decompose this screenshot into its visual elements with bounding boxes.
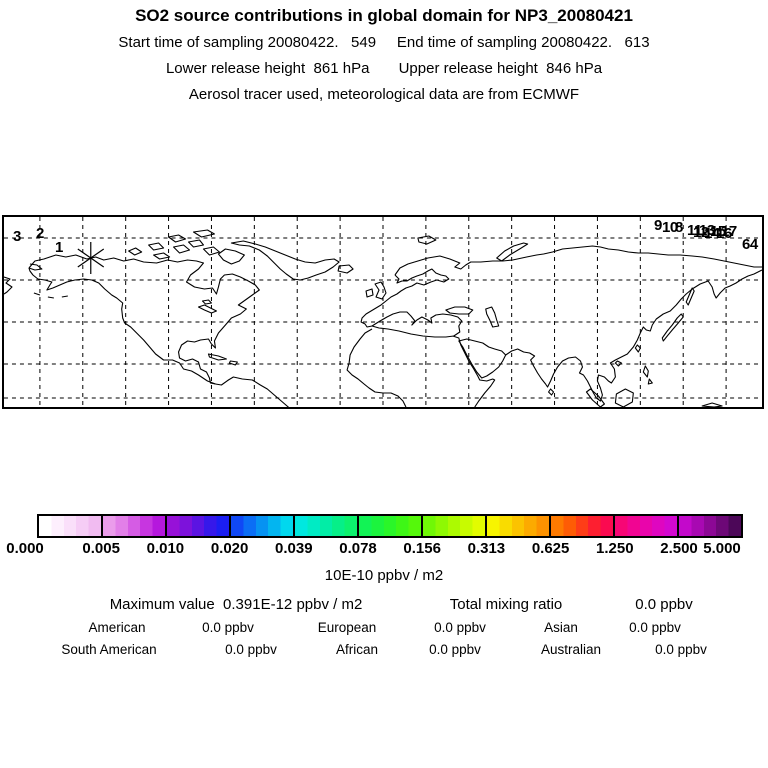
colorbar-tick-label: 0.000 bbox=[6, 540, 44, 557]
colorbar-segment bbox=[551, 516, 615, 536]
colorbar-tick-label: 0.010 bbox=[146, 540, 185, 557]
colorbar-segment bbox=[231, 516, 295, 536]
world-map-coastlines bbox=[4, 229, 762, 407]
colorbar-segment bbox=[359, 516, 423, 536]
trajectory-hour-label: 12 bbox=[693, 224, 709, 241]
graticule-gridlines bbox=[4, 217, 762, 407]
stat-text: European bbox=[317, 620, 377, 635]
colorbar-segment bbox=[295, 516, 359, 536]
sampling-time-line: Start time of sampling 20080422. 549 End… bbox=[118, 34, 650, 51]
trajectory-hour-label: 3 bbox=[13, 228, 21, 245]
stat-text: African bbox=[335, 642, 379, 657]
stat-text: Australian bbox=[540, 642, 602, 657]
trajectory-hour-label: 64 bbox=[742, 236, 758, 253]
colorbar-tick-label: 0.156 bbox=[403, 540, 441, 557]
colorbar-tick-label: 0.313 bbox=[467, 540, 506, 557]
world-map-svg bbox=[4, 217, 762, 407]
colorbar-segment bbox=[39, 516, 103, 536]
trajectory-hour-label: 17 bbox=[721, 223, 737, 240]
release-height-line: Lower release height 861 hPa Upper relea… bbox=[165, 60, 603, 77]
colorbar-units-label: 10E-10 ppbv / m2 bbox=[324, 567, 444, 584]
colorbar-tick-label: 0.078 bbox=[339, 540, 377, 557]
world-map-panel: 3 2 1 9 10 8 11 12 13 14 15 16 17 64 bbox=[2, 215, 764, 409]
colorbar-segment bbox=[487, 516, 551, 536]
trajectory-hour-label: 14 bbox=[704, 225, 720, 242]
trajectory-hour-label: 2 bbox=[36, 225, 44, 242]
release-point-marker bbox=[77, 242, 105, 274]
colorbar-segment bbox=[103, 516, 167, 536]
stat-text: Total mixing ratio bbox=[449, 596, 563, 613]
colorbar-segment bbox=[423, 516, 487, 536]
stat-text: 0.0 ppbv bbox=[635, 596, 693, 613]
colorbar-tick-label: 0.625 bbox=[531, 540, 570, 557]
stat-text: 0.0 ppbv bbox=[202, 620, 254, 635]
stat-text: 0.0 ppbv bbox=[225, 642, 277, 657]
stat-text: South American bbox=[61, 642, 157, 657]
colorbar-segment bbox=[679, 516, 741, 536]
colorbar bbox=[37, 514, 743, 538]
colorbar-tick-label: 5.000 bbox=[703, 540, 741, 557]
colorbar-tick-label: 2.500 bbox=[660, 540, 698, 557]
trajectory-hour-label: 11 bbox=[687, 222, 702, 239]
colorbar-tick-label: 1.250 bbox=[596, 540, 634, 557]
colorbar-tick-label: 0.020 bbox=[210, 540, 249, 557]
trajectory-hour-label: 10 bbox=[662, 219, 678, 236]
trajectory-hour-label: 8 bbox=[675, 219, 683, 236]
trajectory-hour-label: 9 bbox=[654, 217, 662, 234]
colorbar-tick-label: 0.039 bbox=[275, 540, 313, 557]
stat-text: 0.0 ppbv bbox=[429, 642, 481, 657]
trajectory-hour-label: 15 bbox=[710, 223, 726, 240]
page-title: SO2 source contributions in global domai… bbox=[135, 6, 633, 25]
trajectory-hour-label: 13 bbox=[699, 222, 715, 239]
trajectory-hour-label: 1 bbox=[55, 239, 63, 256]
colorbar-segment bbox=[615, 516, 679, 536]
tracer-source-line: Aerosol tracer used, meteorological data… bbox=[188, 86, 580, 103]
stat-text: American bbox=[88, 620, 146, 635]
stat-text: 0.0 ppbv bbox=[629, 620, 681, 635]
trajectory-hour-label: 16 bbox=[716, 225, 732, 242]
stat-text: 0.0 ppbv bbox=[434, 620, 486, 635]
colorbar-tick-label: 0.005 bbox=[82, 540, 120, 557]
stat-text: Asian bbox=[544, 620, 578, 635]
stat-text: 0.0 ppbv bbox=[655, 642, 707, 657]
stat-text: Maximum value 0.391E-12 ppbv / m2 bbox=[109, 596, 363, 613]
colorbar-segment bbox=[167, 516, 231, 536]
